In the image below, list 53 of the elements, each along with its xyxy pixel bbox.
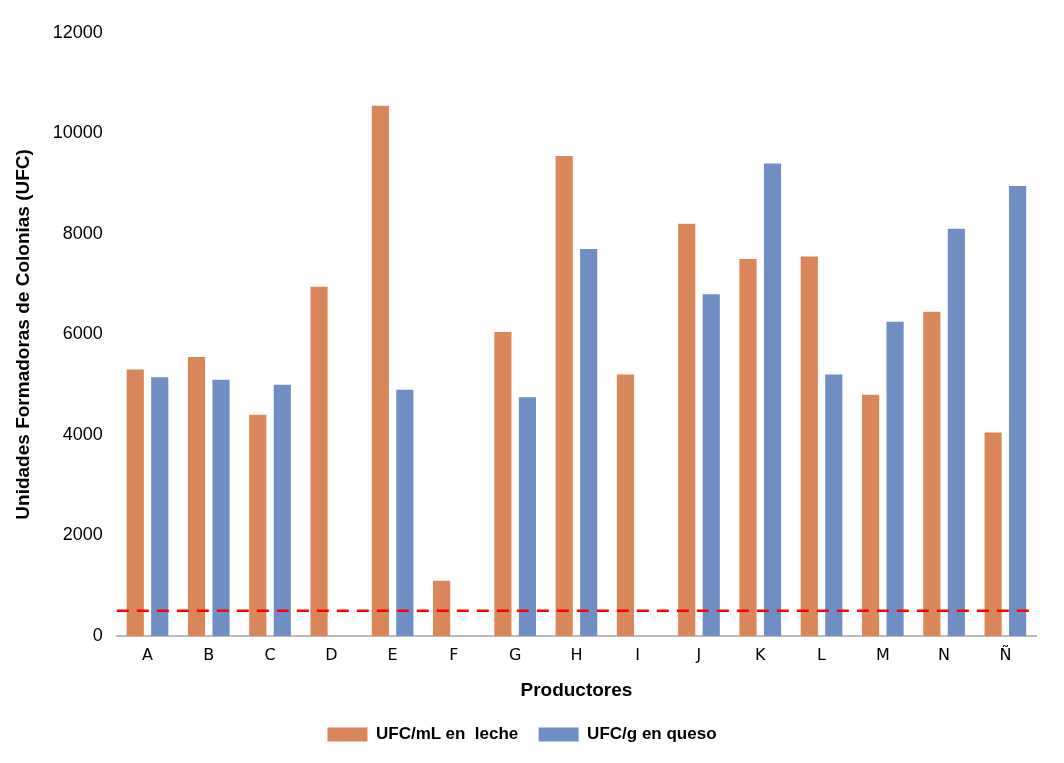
x-tick-label: F	[449, 644, 459, 664]
x-tick-label: I	[635, 644, 641, 664]
bar	[126, 369, 144, 636]
bar	[947, 228, 965, 636]
x-tick-label: C	[264, 644, 276, 664]
y-tick-label: 10000	[52, 122, 103, 143]
bar	[187, 357, 206, 636]
bar	[249, 414, 267, 636]
bar	[494, 331, 512, 636]
x-tick-label: G	[508, 644, 522, 664]
bar	[800, 256, 818, 636]
x-tick-label: L	[817, 644, 827, 664]
bar	[616, 374, 635, 636]
bar	[555, 155, 573, 636]
y-axis-title: Unidades Formadoras de Colonias (UFC)	[11, 149, 33, 520]
bar	[273, 384, 291, 636]
bar	[923, 311, 941, 636]
bar	[886, 321, 904, 636]
y-tick-label: 4000	[62, 423, 103, 444]
x-tick-label: N	[938, 644, 951, 664]
bar	[310, 286, 328, 636]
bar	[151, 377, 169, 636]
bar	[763, 163, 782, 636]
bar	[518, 397, 536, 636]
bar	[433, 580, 451, 636]
x-tick-label: Ñ	[999, 644, 1012, 664]
x-tick-label: H	[570, 644, 583, 664]
x-tick-label: E	[387, 644, 398, 664]
x-tick-label: A	[142, 644, 154, 664]
x-tick-label: J	[695, 644, 702, 664]
x-tick-label: B	[203, 644, 215, 664]
legend-label: UFC/mL en leche	[375, 724, 519, 744]
y-tick-label: 2000	[62, 524, 103, 545]
y-tick-label: 8000	[62, 222, 103, 243]
bar	[702, 294, 720, 636]
x-tick-label: M	[875, 644, 890, 664]
x-tick-label: D	[325, 644, 338, 664]
bar	[984, 432, 1002, 636]
y-tick-label: 12000	[52, 21, 103, 42]
x-axis-title: Productores	[520, 678, 633, 700]
bar	[861, 394, 880, 636]
bar	[825, 374, 843, 636]
bar	[739, 259, 757, 636]
y-tick-label: 6000	[62, 323, 103, 344]
bar	[212, 379, 230, 636]
y-tick-label: 0	[92, 624, 103, 645]
bar	[1009, 186, 1027, 636]
legend-label: UFC/g en queso	[587, 724, 717, 744]
bar	[678, 223, 696, 636]
x-tick-label: K	[755, 644, 767, 664]
bar	[580, 248, 598, 636]
bar	[371, 105, 389, 636]
bar	[396, 389, 414, 636]
